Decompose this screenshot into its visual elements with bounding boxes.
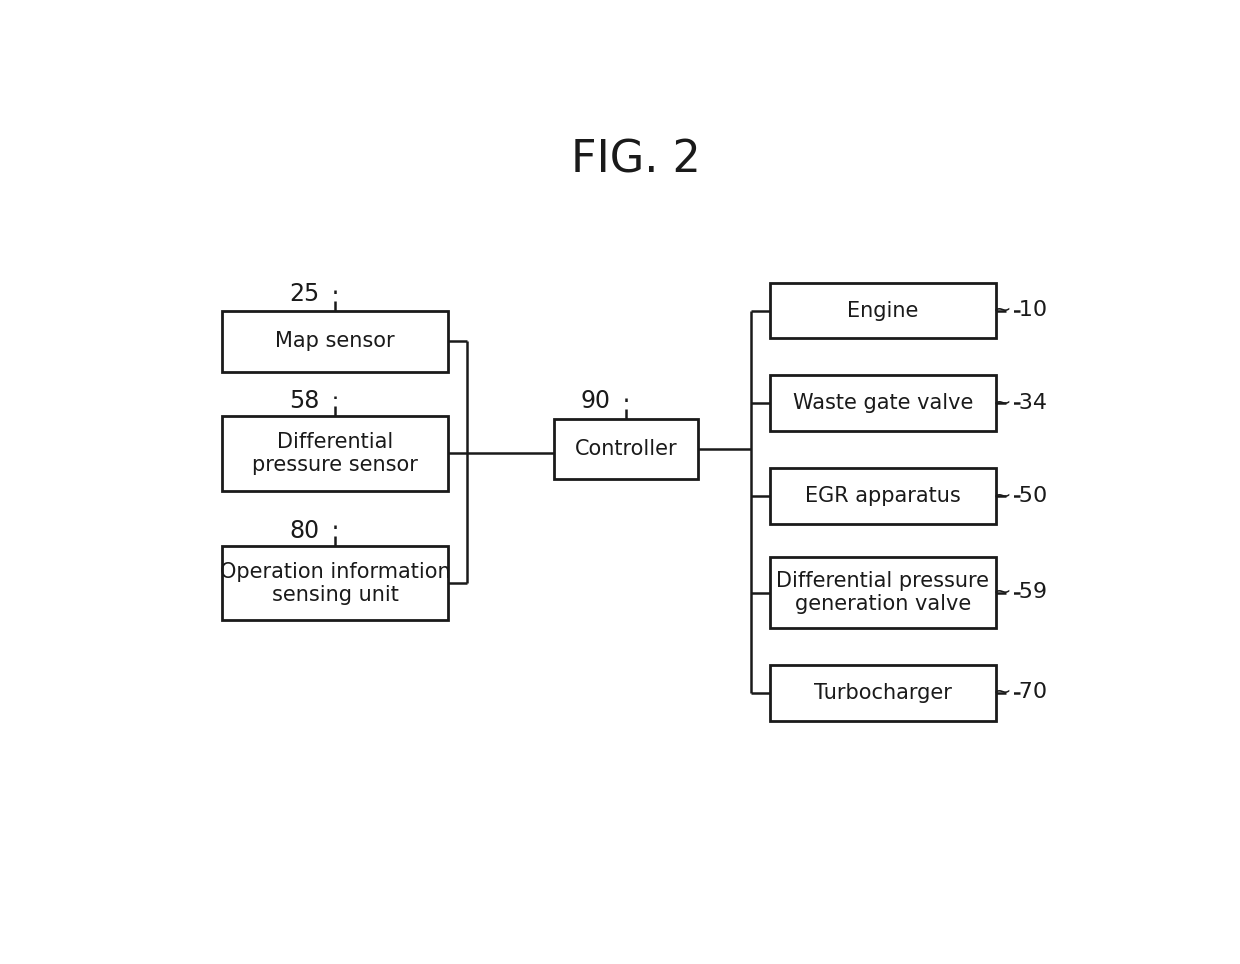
Text: ~ 59: ~ 59 bbox=[993, 582, 1047, 602]
Bar bbox=[770, 282, 996, 338]
Text: Differential
pressure sensor: Differential pressure sensor bbox=[252, 432, 418, 475]
Text: EGR apparatus: EGR apparatus bbox=[805, 486, 961, 506]
Bar bbox=[222, 547, 448, 621]
Text: Differential pressure
generation valve: Differential pressure generation valve bbox=[776, 571, 990, 614]
Text: 25: 25 bbox=[289, 281, 319, 306]
Text: 90: 90 bbox=[580, 388, 610, 413]
Bar bbox=[554, 418, 698, 479]
Text: Map sensor: Map sensor bbox=[275, 332, 396, 351]
Text: Operation information
sensing unit: Operation information sensing unit bbox=[219, 562, 450, 605]
Text: ~ 70: ~ 70 bbox=[993, 683, 1047, 703]
Text: ~ 34: ~ 34 bbox=[993, 393, 1047, 413]
Bar bbox=[770, 469, 996, 524]
Text: Waste gate valve: Waste gate valve bbox=[792, 393, 973, 414]
Text: 58: 58 bbox=[289, 388, 319, 413]
Text: Engine: Engine bbox=[847, 301, 919, 320]
Text: 80: 80 bbox=[289, 520, 319, 544]
Bar bbox=[222, 416, 448, 491]
Bar bbox=[770, 376, 996, 431]
Text: Controller: Controller bbox=[574, 439, 677, 459]
Bar bbox=[770, 557, 996, 628]
Text: ~ 10: ~ 10 bbox=[993, 300, 1047, 320]
Text: ~ 50: ~ 50 bbox=[993, 486, 1047, 506]
Text: Turbocharger: Turbocharger bbox=[813, 683, 952, 703]
Bar bbox=[222, 311, 448, 372]
Bar bbox=[770, 665, 996, 721]
Text: FIG. 2: FIG. 2 bbox=[570, 139, 701, 182]
